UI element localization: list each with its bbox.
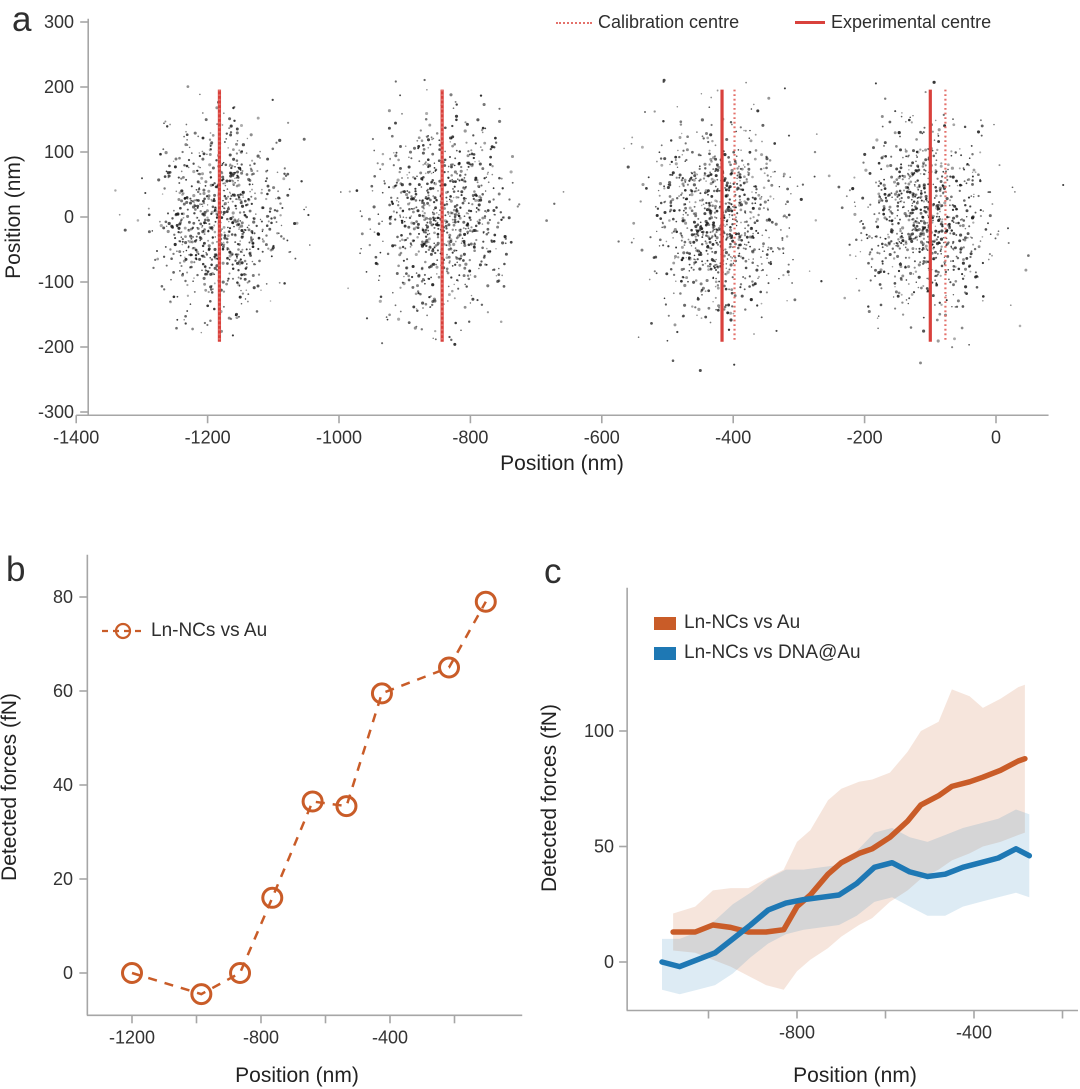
svg-text:200: 200 [44, 77, 74, 97]
calibration-centre-label: Calibration centre [598, 12, 740, 32]
svg-text:0: 0 [63, 963, 73, 983]
svg-text:100: 100 [44, 142, 74, 162]
svg-text:-600: -600 [584, 427, 620, 447]
svg-text:Detected forces (fN): Detected forces (fN) [0, 693, 21, 881]
svg-text:0: 0 [64, 207, 74, 227]
svg-text:80: 80 [53, 587, 73, 607]
panel-c-letter: c [544, 552, 562, 591]
svg-text:-400: -400 [372, 1027, 408, 1047]
panel-b-letter: b [6, 550, 26, 589]
svg-text:40: 40 [53, 775, 73, 795]
experimental-centre-label: Experimental centre [831, 12, 992, 32]
panel-a-letter: a [12, 0, 32, 39]
svg-text:-800: -800 [779, 1023, 815, 1043]
svg-text:-100: -100 [38, 272, 74, 292]
svg-text:Position (nm): Position (nm) [793, 1064, 917, 1087]
legend-a-calibration: Calibration centre [556, 12, 739, 33]
legend-b-series-label: Ln-NCs vs Au [151, 620, 268, 641]
svg-text:-1200: -1200 [109, 1027, 155, 1047]
legend-c-dna-label: Ln-NCs vs DNA@Au [684, 642, 861, 663]
legend-b: Ln-NCs vs Au [101, 620, 267, 642]
legend-c-item-au: Ln-NCs vs Au [654, 612, 861, 634]
svg-text:-1000: -1000 [316, 427, 362, 447]
svg-text:-200: -200 [847, 427, 883, 447]
svg-text:-200: -200 [38, 337, 74, 357]
blue-series-swatch [654, 646, 676, 660]
svg-text:-1400: -1400 [53, 427, 99, 447]
legend-a-experimental: Experimental centre [795, 12, 991, 33]
calibration-centre-line-swatch [556, 21, 592, 24]
svg-text:Position (nm): Position (nm) [2, 155, 25, 279]
legend-c-au-label: Ln-NCs vs Au [684, 612, 801, 633]
legend-c: Ln-NCs vs Au Ln-NCs vs DNA@Au [654, 612, 861, 664]
svg-text:60: 60 [53, 681, 73, 701]
svg-text:-400: -400 [956, 1023, 992, 1043]
svg-text:-1200: -1200 [185, 427, 231, 447]
svg-text:-800: -800 [452, 427, 488, 447]
svg-text:0: 0 [991, 427, 1001, 447]
experimental-centre-line-swatch [795, 21, 825, 24]
svg-text:-800: -800 [243, 1027, 279, 1047]
svg-text:Position (nm): Position (nm) [500, 452, 624, 475]
legend-c-item-dna: Ln-NCs vs DNA@Au [654, 642, 861, 664]
svg-text:-300: -300 [38, 402, 74, 422]
svg-text:Detected forces (fN): Detected forces (fN) [538, 704, 561, 892]
svg-text:0: 0 [604, 952, 614, 972]
svg-text:20: 20 [53, 869, 73, 889]
orange-series-swatch [654, 616, 676, 630]
dashed-circle-marker-icon [102, 622, 144, 640]
svg-text:100: 100 [584, 721, 614, 741]
svg-text:-400: -400 [715, 427, 751, 447]
svg-text:300: 300 [44, 12, 74, 32]
svg-text:Position (nm): Position (nm) [235, 1064, 359, 1087]
svg-text:50: 50 [594, 837, 614, 857]
